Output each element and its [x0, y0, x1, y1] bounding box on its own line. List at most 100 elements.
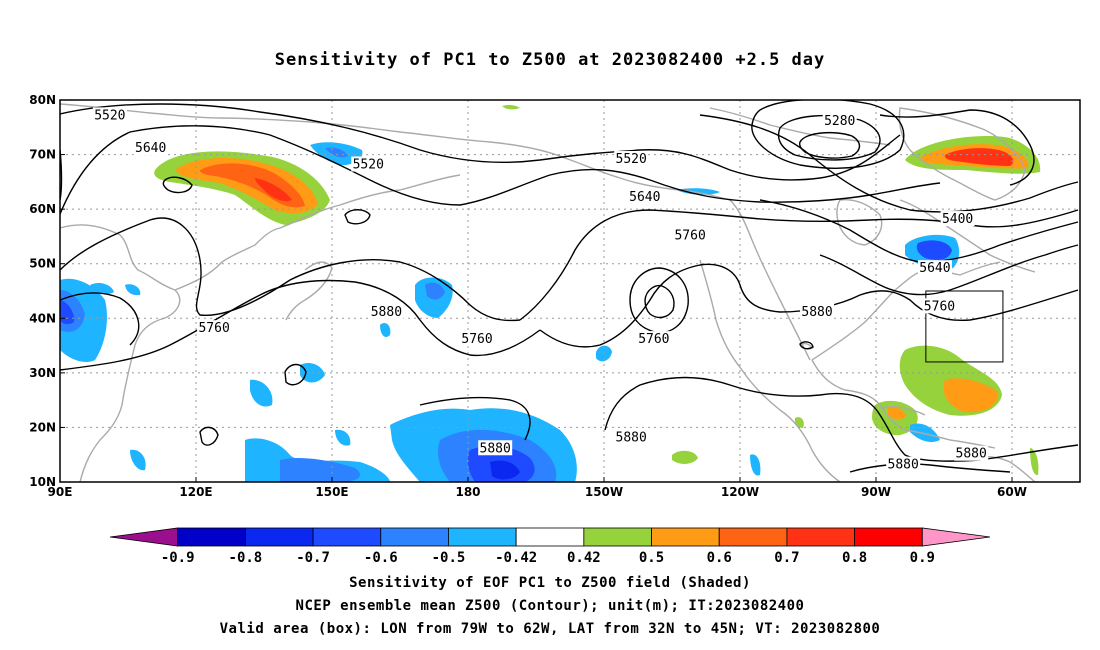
contour-label-5760: 5760 — [924, 299, 955, 314]
caption-contour: NCEP ensemble mean Z500 (Contour); unit(… — [295, 598, 805, 614]
contour-label-5760: 5760 — [674, 228, 705, 243]
colorbar-label: -0.42 — [495, 550, 537, 566]
contour-5520-north — [60, 103, 901, 181]
contour-label-bg — [369, 303, 404, 319]
contour-label-5640: 5640 — [919, 261, 950, 276]
contour-label-5880: 5880 — [956, 447, 987, 462]
plot-border — [59, 99, 1081, 483]
contour-label-5880: 5880 — [801, 305, 832, 320]
contour-label-bg — [478, 440, 513, 456]
contour-5880-americas — [604, 376, 1079, 462]
coast-gulf-mexico — [811, 359, 906, 431]
contour-label-bg — [614, 429, 649, 445]
contour-5880-loop-2 — [199, 426, 219, 446]
shade-negative-philippines-core — [280, 457, 360, 482]
coast-cuba — [879, 406, 926, 416]
contour-label-5520: 5520 — [353, 157, 384, 172]
contour-label-5760: 5760 — [638, 332, 669, 347]
longitude-labels: 90E 120E 150E 180 150W 120W 90W 60W — [48, 477, 1027, 499]
contour-label-bg — [460, 331, 495, 347]
contour-label-bg — [922, 298, 957, 314]
lat-label-30n: 30N — [29, 366, 56, 380]
shade-negative-hudson-core — [916, 240, 952, 260]
coast-japan — [285, 261, 333, 321]
page-title: Sensitivity of PC1 to Z500 at 2023082400… — [274, 50, 826, 70]
colorbar-label: -0.9 — [161, 550, 195, 566]
coast-alaska — [489, 141, 811, 361]
contour-hawaii-loop — [799, 341, 814, 350]
colorbar-cell — [244, 527, 314, 547]
caption-valid-area: Valid area (box): LON from 79W to 62W, L… — [219, 621, 881, 637]
shade-negative-taiwan — [250, 379, 273, 407]
coast-canada-arctic — [709, 107, 891, 146]
contour-label-bg — [636, 331, 671, 347]
colorbar-label: 0.8 — [842, 550, 867, 566]
shade-negative-caribbean — [910, 423, 940, 443]
contour-label-5880: 5880 — [616, 430, 647, 445]
coast-arctic-siberia — [60, 103, 491, 143]
shade-orange-atlantic — [943, 378, 999, 413]
lon-label-90e: 90E — [48, 485, 73, 499]
colorbar-cell — [854, 527, 923, 547]
lon-label-60w: 60W — [997, 485, 1027, 499]
lon-label-150e: 150E — [315, 485, 348, 499]
latitude-labels: 80N 70N 60N 50N 40N 30N 20N 10N — [29, 93, 65, 489]
contour-label-bg — [917, 260, 952, 276]
lon-label-150w: 150W — [585, 485, 623, 499]
contour-5880-loop-1 — [284, 363, 307, 386]
shade-negative-alaska — [676, 188, 720, 195]
contour-5880-low-lat — [419, 396, 531, 441]
contour-label-5880: 5880 — [480, 441, 511, 456]
lon-label-180: 180 — [455, 485, 480, 499]
colorbar-cell — [448, 527, 517, 547]
contour-5880-asia — [60, 279, 541, 371]
lon-label-120w: 120W — [721, 485, 759, 499]
colorbar-cell — [380, 527, 449, 547]
shade-negative-scatter-1 — [90, 282, 114, 295]
coast-russia-pacific — [279, 174, 461, 229]
shade-negative-dateline-deepest — [490, 460, 520, 480]
colorbar: -0.9 -0.8 -0.7 -0.6 -0.5 -0.42 0.42 0.5 0.6 0.7 0.… — [109, 527, 991, 566]
contour-label-bg — [92, 107, 127, 123]
shade-red-greenland — [944, 148, 1014, 166]
colorbar-label: -0.5 — [432, 550, 466, 566]
contour-label-5640: 5640 — [629, 190, 660, 205]
contour-label-bg — [673, 227, 708, 243]
contour-5640-north — [60, 125, 941, 215]
contour-5760-loop — [162, 176, 193, 194]
contour-5640-loop — [344, 209, 371, 225]
contour-5760-inner-2 — [644, 284, 675, 319]
colorbar-label: -0.7 — [296, 550, 330, 566]
shade-negative-pacific-north-core — [425, 282, 445, 300]
grid-lines — [60, 100, 1080, 482]
lon-label-120e: 120E — [179, 485, 212, 499]
colorbar-label: 0.9 — [910, 550, 935, 566]
lon-label-90w: 90W — [861, 485, 891, 499]
colorbar-cell — [718, 527, 788, 547]
shade-orange-caribbean — [888, 407, 906, 420]
colorbar-cell — [651, 527, 720, 547]
caption-shading: Sensitivity of EOF PC1 to Z500 field (Sh… — [349, 575, 751, 591]
contour-label-bg — [940, 211, 975, 227]
contour-label-bg — [954, 445, 989, 461]
coast-korea — [174, 227, 281, 291]
contour-label-5520: 5520 — [616, 152, 647, 167]
shade-positive-small-1 — [794, 417, 804, 428]
contour-label-5280: 5280 — [824, 114, 855, 129]
shade-positive-mexico — [672, 450, 698, 464]
colorbar-label: 0.5 — [639, 550, 664, 566]
contour-label-5760: 5760 — [461, 332, 492, 347]
shade-deepred-siberia — [255, 178, 292, 202]
shade-negative-ryukyu — [380, 323, 391, 337]
contour-label-bg — [351, 156, 386, 172]
contour-5880-sea — [849, 463, 1011, 473]
colorbar-label: 0.7 — [774, 550, 799, 566]
contour-5400-greenland — [699, 114, 1079, 213]
lat-label-40n: 40N — [29, 311, 56, 325]
shade-negative-scatter-2 — [125, 284, 141, 296]
contour-label-5640: 5640 — [135, 141, 166, 156]
contour-label-5880: 5880 — [371, 305, 402, 320]
lat-label-10n: 10N — [29, 475, 56, 489]
contour-label-bg — [197, 320, 232, 336]
